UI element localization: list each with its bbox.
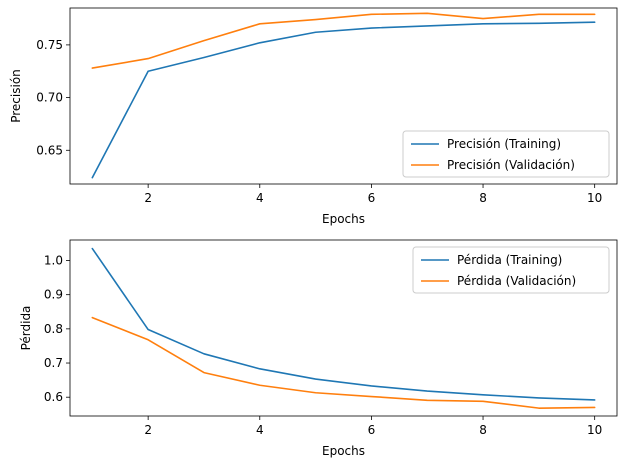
x-axis-label: Epochs	[322, 444, 365, 458]
chart-1: 2 4 6 8 10 0.65 0.70 0.75 Epochs Precisión Precisi…	[9, 7, 618, 226]
series-line-1-1	[91, 21, 596, 179]
y-tick-label: 0.65	[36, 143, 63, 157]
y-tick-label: 0.70	[36, 91, 63, 105]
y-axis-label: Precisión	[9, 69, 23, 123]
legend-label: Precisión (Training)	[447, 137, 561, 151]
x-tick-label: 4	[256, 191, 264, 205]
x-tick-label: 6	[368, 191, 376, 205]
x-tick-label: 10	[587, 423, 602, 437]
x-tick-label: 2	[144, 191, 152, 205]
series-line-1-2	[91, 12, 596, 69]
series-line-2-2	[91, 316, 596, 409]
y-tick-label: 0.9	[44, 288, 63, 302]
x-tick-label: 6	[368, 423, 376, 437]
y-tick-label: 0.6	[44, 390, 63, 404]
y-tick-label: 1.0	[44, 254, 63, 268]
legend-1	[402, 130, 610, 178]
x-axis-label: Epochs	[322, 212, 365, 226]
series-line-2-1	[91, 247, 596, 401]
axes-frame-1	[69, 7, 618, 185]
axes-frame-2	[69, 239, 618, 417]
x-tick-label: 4	[256, 423, 264, 437]
y-axis-label: Pérdida	[19, 306, 33, 351]
legend-2	[412, 246, 610, 294]
y-tick-label: 0.7	[44, 356, 63, 370]
x-tick-label: 10	[587, 191, 602, 205]
chart-2: 2 4 6 8 10 0.6 0.7 0.8 0.9 1.0 Epochs Pérdida Pérdid…	[19, 239, 618, 458]
y-tick-label: 0.8	[44, 322, 63, 336]
x-tick-label: 8	[479, 423, 487, 437]
legend-label: Pérdida (Validación)	[457, 274, 576, 288]
x-tick-label: 2	[144, 423, 152, 437]
y-tick-label: 0.75	[36, 38, 63, 52]
x-tick-label: 8	[479, 191, 487, 205]
legend-label: Precisión (Validación)	[447, 158, 575, 172]
legend-label: Pérdida (Training)	[457, 253, 562, 267]
